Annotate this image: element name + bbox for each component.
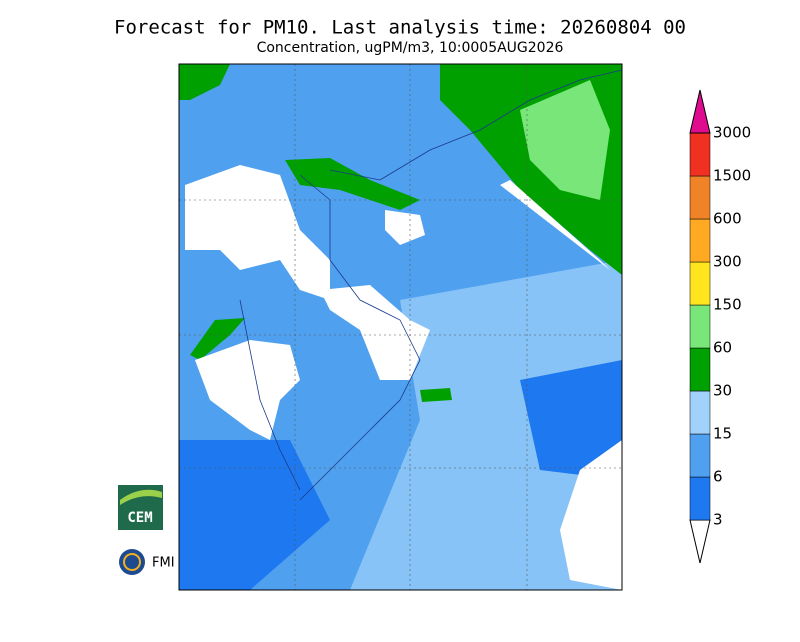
colorbar-segment: [689, 132, 711, 177]
colorbar-label: 600: [713, 210, 742, 228]
colorbar-segment: [689, 304, 711, 349]
subtitle: Concentration, ugPM/m3, 10:0005AUG2026: [257, 40, 564, 56]
colorbar-segment: [689, 476, 711, 521]
colorbar-label: 150: [713, 296, 742, 314]
light-green-region: [520, 80, 610, 200]
colorbar-segment: [689, 261, 711, 306]
cem-text: CEM: [127, 510, 152, 526]
island: [385, 210, 425, 245]
land-clear: [185, 165, 330, 300]
green-region: [420, 388, 452, 402]
fmi-text: FMI: [152, 556, 175, 571]
map: [178, 63, 623, 591]
cem-logo: CEM: [118, 485, 163, 530]
colorbar-label: 6: [713, 468, 723, 486]
dark-region: [520, 360, 622, 480]
colorbar-over: [689, 89, 711, 134]
green-region: [190, 318, 245, 360]
colorbar: 3 6 15 30 60 150 300 600 1500 3000: [689, 89, 751, 564]
cloud-streak: [500, 180, 610, 270]
colorbar-label: 15: [713, 425, 732, 443]
colorbar-label: 1500: [713, 167, 751, 185]
colorbar-segment: [689, 175, 711, 220]
colorbar-segment: [689, 347, 711, 392]
green-region: [285, 158, 420, 210]
colorbar-label: 300: [713, 253, 742, 271]
title: Forecast for PM10. Last analysis time: 2…: [114, 17, 686, 39]
land-clear: [320, 285, 430, 380]
colorbar-segment: [689, 433, 711, 478]
colorbar-label: 3000: [713, 124, 751, 142]
colorbar-segment: [689, 218, 711, 263]
dark-region: [179, 440, 330, 590]
colorbar-label: 30: [713, 382, 732, 400]
fmi-logo: FMI: [119, 549, 175, 575]
land-clear: [560, 440, 622, 590]
colorbar-label: 3: [713, 511, 723, 529]
colorbar-under: [689, 519, 711, 564]
map-frame: [178, 63, 623, 591]
land-clear: [195, 340, 300, 440]
colorbar-segment: [689, 390, 711, 435]
green-region: [179, 64, 230, 100]
colorbar-label: 60: [713, 339, 732, 357]
